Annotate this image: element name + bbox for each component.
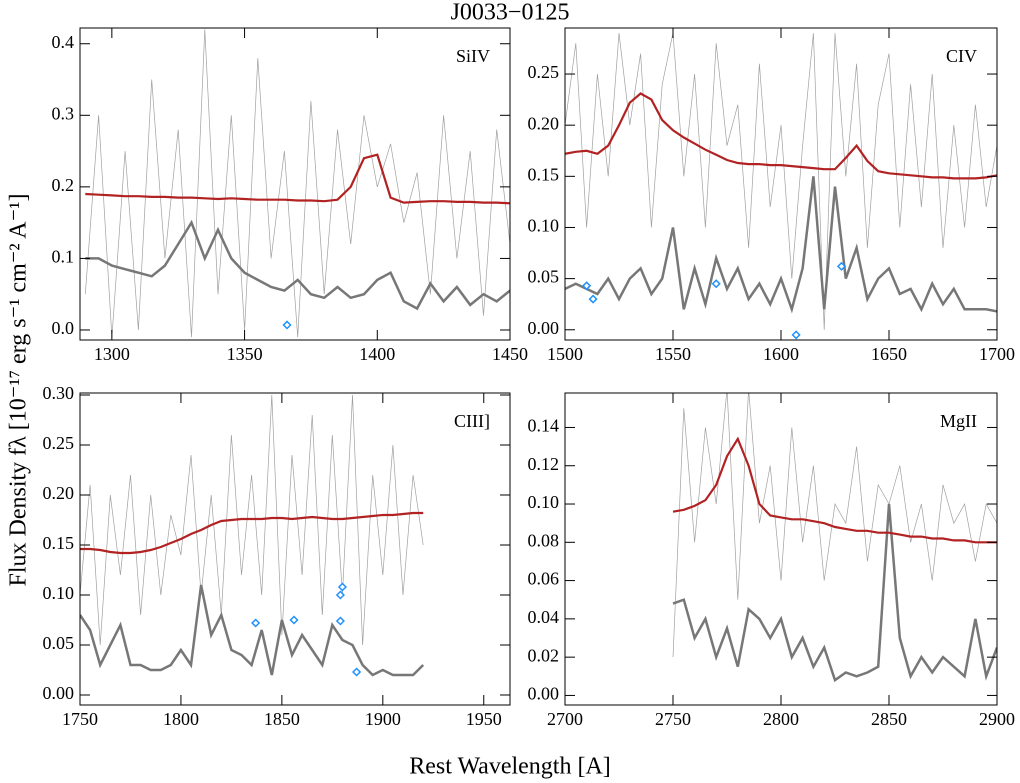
flagged-point [711,279,721,289]
flagged-point [335,590,345,600]
flagged-point [251,618,261,628]
y-tick-label: 0.12 [528,454,560,474]
y-tick-label: 0.10 [528,492,560,512]
y-tick-label: 0.25 [528,62,560,82]
x-axis-label: Rest Wavelength [A] [409,754,611,780]
spectrum-line [672,503,997,683]
y-tick-label: 0.1 [52,247,75,267]
spectrum-line [80,511,424,555]
y-tick-label: 0.00 [43,683,75,703]
x-tick-label: 1700 [979,344,1015,364]
y-tick-label: 0.06 [528,569,560,589]
plot-area [565,33,997,330]
panel-label: MgII [940,411,977,431]
panel-label: SiIV [456,46,490,66]
x-tick-label: 1450 [492,344,528,364]
x-tick-label: 2850 [871,709,907,729]
y-axis-label: Flux Density fλ [10⁻¹⁷ erg s⁻¹ cm⁻² A⁻¹] [6,194,32,587]
flagged-point [836,261,847,271]
y-tick-label: 0.4 [52,32,75,52]
flagged-point [289,615,299,625]
x-tick-label: 1500 [547,344,583,364]
y-tick-label: 0.14 [528,416,560,436]
flagged-point [282,320,292,330]
flagged-point [337,582,348,592]
panel-label: CIV [946,46,977,66]
panel-frame [79,392,511,706]
spectrum-line [672,393,997,658]
spectrum-line [565,176,997,314]
y-tick-label: 0.30 [43,383,75,403]
spectrum-line [80,394,424,646]
x-tick-label: 1650 [871,344,907,364]
spectrum-line [80,584,425,677]
x-tick-label: 1400 [359,344,395,364]
flagged-point [335,616,345,626]
y-tick-label: 0.04 [528,607,560,627]
panel-frame [79,27,511,341]
y-tick-label: 0.10 [43,583,75,603]
x-tick-label: 1750 [62,709,98,729]
flagged-point [582,281,592,291]
y-tick-label: 0.08 [528,530,560,550]
y-tick-label: 0.15 [43,533,75,553]
flagged-point [588,294,598,304]
y-tick-label: 0.25 [43,433,75,453]
y-tick-label: 0.00 [528,318,560,338]
y-tick-label: 0.00 [528,684,560,704]
x-tick-label: 2900 [979,709,1015,729]
x-tick-label: 2700 [547,709,583,729]
spectrum-line [565,92,997,180]
x-tick-label: 1900 [365,709,401,729]
x-tick-label: 1950 [466,709,502,729]
figure-title: J0033−0125 [451,0,570,26]
y-tick-label: 0.0 [52,318,75,338]
panel-frame [564,392,998,706]
x-tick-label: 1600 [763,344,799,364]
x-tick-label: 2800 [763,709,799,729]
y-tick-label: 0.20 [43,483,75,503]
plot-area [672,393,997,683]
spectrum-line [565,33,997,330]
panel-label: CIII] [454,411,490,431]
plot-area [84,29,510,338]
x-tick-label: 1800 [163,709,199,729]
flagged-point [791,330,801,340]
y-tick-label: 0.05 [43,633,75,653]
x-tick-label: 1350 [227,344,263,364]
spectrum-line [672,436,997,544]
spectrum-line [85,219,510,311]
y-tick-label: 0.15 [528,164,560,184]
y-tick-label: 0.02 [528,645,560,665]
flagged-point [352,667,362,677]
x-tick-label: 1550 [655,344,691,364]
plot-area [80,394,425,677]
y-tick-label: 0.3 [52,103,75,123]
y-tick-label: 0.10 [528,216,560,236]
y-tick-label: 0.2 [52,175,75,195]
spectrum-line [85,153,510,205]
spectrum-line [84,29,510,338]
x-tick-label: 1850 [264,709,300,729]
x-tick-label: 1300 [94,344,130,364]
y-tick-label: 0.05 [528,267,560,287]
x-tick-label: 2750 [655,709,691,729]
y-tick-label: 0.20 [528,113,560,133]
